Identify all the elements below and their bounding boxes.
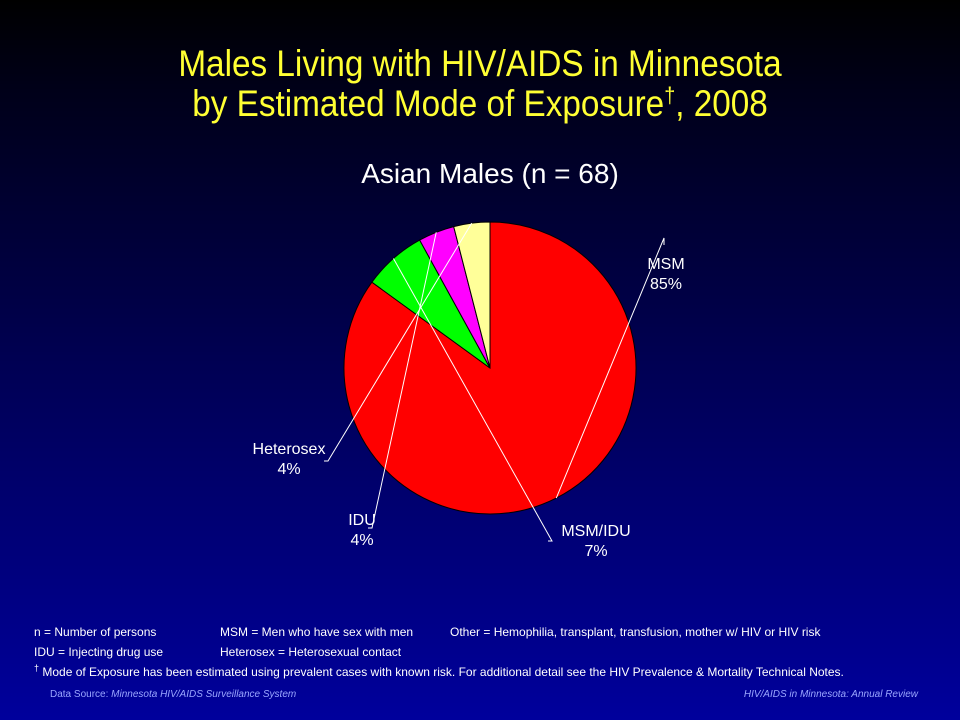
label-heterosex: Heterosex 4% (249, 440, 329, 480)
title-line-2: by Estimated Mode of Exposure†, 2008 (48, 84, 912, 124)
title-year: , 2008 (675, 83, 768, 124)
leader-line-msm (555, 237, 665, 499)
label-idu: IDU 4% (340, 511, 384, 551)
title-line-2-text: by Estimated Mode of Exposure (192, 83, 665, 124)
footnote-n: n = Number of persons (34, 625, 157, 639)
data-source: Data Source: Minnesota HIV/AIDS Surveill… (50, 689, 296, 700)
label-msm-name: MSM (647, 256, 685, 273)
footnote-dagger: † (34, 663, 40, 673)
footnote-row-1: n = Number of persons MSM = Men who have… (34, 622, 934, 642)
footnote-row-2: IDU = Injecting drug use Heterosex = Het… (34, 642, 934, 662)
chart-title: Males Living with HIV/AIDS in Minnesota … (48, 44, 912, 124)
data-source-name: Minnesota HIV/AIDS Surveillance System (111, 689, 297, 700)
label-msm: MSM 85% (638, 255, 694, 295)
footnote-mode: † Mode of Exposure has been estimated us… (34, 662, 844, 682)
leader-line-heterosex (324, 222, 473, 462)
label-msm-percent: 85% (649, 276, 683, 293)
footnote-row-3: † Mode of Exposure has been estimated us… (34, 662, 934, 682)
title-line-1: Males Living with HIV/AIDS in Minnesota (178, 43, 782, 84)
footnote-msm: MSM = Men who have sex with men (220, 625, 414, 639)
data-source-prefix: Data Source: (50, 689, 109, 700)
label-msm-idu-name: MSM/IDU (561, 523, 631, 540)
label-heterosex-name: Heterosex (252, 441, 326, 458)
title-dagger: † (664, 82, 676, 108)
leader-line-msm-idu (393, 258, 553, 542)
footnote-idu: IDU = Injecting drug use (34, 645, 164, 659)
leader-line-idu (368, 232, 437, 529)
footnote-heterosex: Heterosex = Heterosexual contact (220, 645, 402, 659)
label-idu-percent: 4% (350, 532, 374, 549)
footnotes: n = Number of persons MSM = Men who have… (34, 622, 934, 682)
report-name: HIV/AIDS in Minnesota: Annual Review (743, 689, 918, 700)
label-msm-idu: MSM/IDU 7% (551, 522, 641, 562)
footnote-mode-text: Mode of Exposure has been estimated usin… (42, 665, 844, 679)
label-heterosex-percent: 4% (277, 461, 301, 478)
label-idu-name: IDU (348, 512, 376, 529)
footnote-other: Other = Hemophilia, transplant, transfus… (450, 625, 821, 639)
chart-subtitle: Asian Males (n = 68) (361, 158, 619, 189)
label-msm-idu-percent: 7% (584, 543, 608, 560)
